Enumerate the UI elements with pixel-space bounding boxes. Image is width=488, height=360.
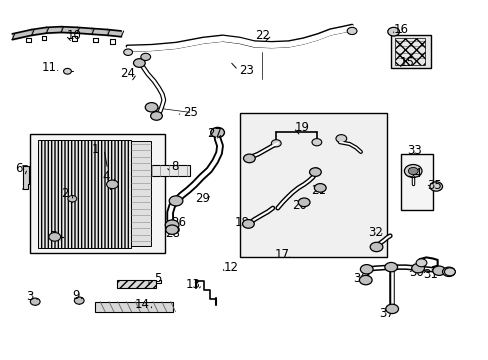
Text: 12: 12 xyxy=(223,261,238,274)
Text: 22: 22 xyxy=(255,29,270,42)
Bar xyxy=(137,165,189,176)
Text: 28: 28 xyxy=(164,227,179,240)
Circle shape xyxy=(444,268,454,276)
Text: 13: 13 xyxy=(185,278,200,291)
Circle shape xyxy=(271,140,281,147)
Text: 5: 5 xyxy=(153,273,161,285)
Circle shape xyxy=(369,242,382,252)
Bar xyxy=(30,134,164,253)
Bar xyxy=(394,38,425,65)
Circle shape xyxy=(385,304,398,314)
Circle shape xyxy=(314,184,325,192)
Text: 18: 18 xyxy=(234,216,249,229)
Circle shape xyxy=(165,220,179,230)
Circle shape xyxy=(210,127,224,138)
Text: 14: 14 xyxy=(134,298,149,311)
Circle shape xyxy=(141,53,150,60)
Circle shape xyxy=(74,297,84,304)
Text: 20: 20 xyxy=(291,199,306,212)
Circle shape xyxy=(311,139,321,146)
Text: 23: 23 xyxy=(239,64,254,77)
Text: 21: 21 xyxy=(311,184,325,197)
Circle shape xyxy=(165,225,178,234)
Text: 29: 29 xyxy=(195,192,210,205)
Circle shape xyxy=(106,180,118,189)
Text: 3: 3 xyxy=(26,290,34,303)
Circle shape xyxy=(335,135,346,143)
Bar xyxy=(131,141,150,246)
Text: 36: 36 xyxy=(353,273,367,285)
Text: 31: 31 xyxy=(422,268,437,281)
Text: 10: 10 xyxy=(67,29,81,42)
Text: 25: 25 xyxy=(183,106,198,119)
Circle shape xyxy=(411,264,424,273)
Circle shape xyxy=(145,103,158,112)
Text: 7: 7 xyxy=(50,230,58,243)
Circle shape xyxy=(169,196,183,206)
Circle shape xyxy=(432,266,445,275)
Bar xyxy=(38,140,131,248)
Text: 8: 8 xyxy=(171,160,179,173)
Text: 26: 26 xyxy=(171,216,185,229)
Circle shape xyxy=(387,27,399,36)
Circle shape xyxy=(442,267,454,276)
Text: 30: 30 xyxy=(408,266,423,279)
Circle shape xyxy=(68,195,77,202)
Circle shape xyxy=(404,165,421,177)
Polygon shape xyxy=(23,166,29,189)
Text: 1: 1 xyxy=(91,143,99,156)
Bar xyxy=(239,113,386,257)
Text: 27: 27 xyxy=(206,127,221,140)
Circle shape xyxy=(384,262,397,272)
Text: 37: 37 xyxy=(378,307,393,320)
Bar xyxy=(400,154,432,210)
Text: 9: 9 xyxy=(72,289,80,302)
Circle shape xyxy=(133,59,145,67)
Bar xyxy=(390,35,430,68)
Text: 34: 34 xyxy=(407,167,421,180)
Text: 33: 33 xyxy=(407,144,421,157)
Circle shape xyxy=(30,298,40,305)
Text: 4: 4 xyxy=(102,170,110,183)
Text: 6: 6 xyxy=(15,162,22,175)
Circle shape xyxy=(242,220,254,228)
Circle shape xyxy=(415,259,426,267)
Circle shape xyxy=(63,68,71,74)
Bar xyxy=(95,302,172,312)
Text: 2: 2 xyxy=(61,187,68,200)
Bar xyxy=(117,280,155,288)
Circle shape xyxy=(360,265,372,274)
Text: 24: 24 xyxy=(121,67,135,80)
Circle shape xyxy=(346,27,356,35)
Text: 32: 32 xyxy=(367,226,382,239)
Text: 17: 17 xyxy=(275,248,289,261)
Circle shape xyxy=(150,112,162,120)
Circle shape xyxy=(123,49,132,55)
Circle shape xyxy=(429,182,442,191)
Text: 35: 35 xyxy=(426,179,441,192)
Circle shape xyxy=(243,154,255,163)
Circle shape xyxy=(309,168,321,176)
Text: 19: 19 xyxy=(294,121,309,134)
Circle shape xyxy=(298,198,309,207)
Text: 11: 11 xyxy=(41,61,56,74)
Circle shape xyxy=(49,233,61,241)
Circle shape xyxy=(359,275,371,285)
Circle shape xyxy=(407,167,417,175)
Text: 15: 15 xyxy=(399,57,413,69)
Text: 16: 16 xyxy=(393,23,407,36)
